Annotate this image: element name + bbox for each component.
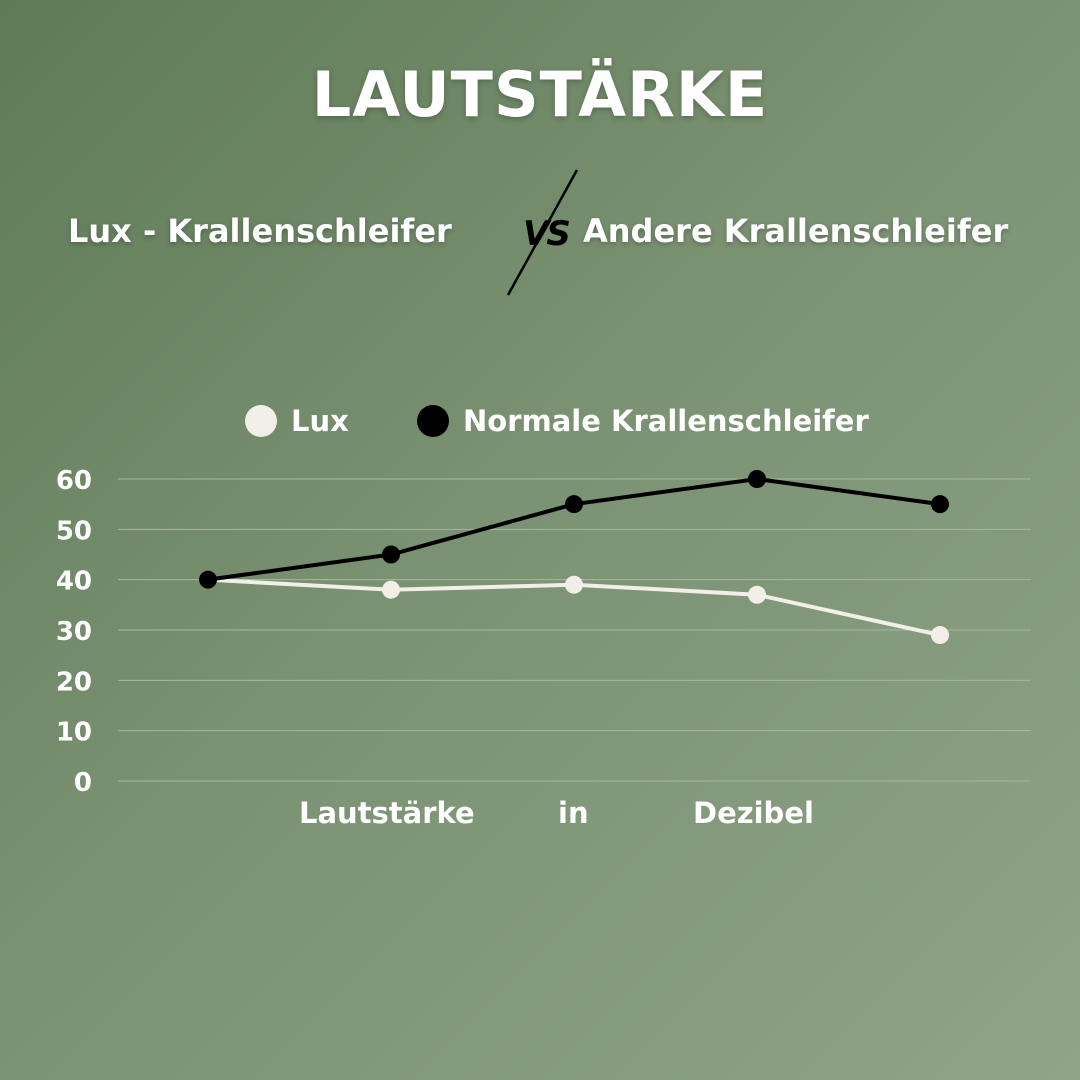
data-point-lux <box>931 626 949 645</box>
legend-swatch-normal <box>417 405 449 437</box>
data-point-normal <box>199 570 217 589</box>
y-tick-label: 30 <box>56 617 92 647</box>
x-label-word-3: Dezibel <box>693 796 814 830</box>
legend-label-lux: Lux <box>291 404 349 438</box>
vs-slash-icon <box>506 169 579 296</box>
data-point-normal <box>565 495 583 514</box>
data-point-normal <box>931 495 949 514</box>
legend-item-lux: Lux <box>245 404 349 438</box>
data-point-lux <box>382 580 400 599</box>
legend-label-normal: Normale Krallenschleifer <box>463 404 869 438</box>
data-point-normal <box>748 470 766 488</box>
vs-text: VS <box>523 214 571 254</box>
y-tick-label: 20 <box>56 667 92 697</box>
data-point-lux <box>565 575 583 594</box>
y-tick-label: 50 <box>56 516 92 546</box>
x-label-word-1: Lautstärke <box>299 796 475 830</box>
y-tick-label: 10 <box>56 718 92 748</box>
right-label: Andere Krallenschleifer <box>583 212 1009 250</box>
legend-swatch-lux <box>245 405 277 437</box>
x-label-word-2: in <box>558 796 589 830</box>
data-point-normal <box>382 545 400 564</box>
vs-logo: VS <box>505 168 585 298</box>
y-tick-label: 60 <box>56 466 92 496</box>
page-title: LAUTSTÄRKE <box>311 58 769 131</box>
left-label: Lux - Krallenschleifer <box>68 212 452 250</box>
legend-item-normal: Normale Krallenschleifer <box>417 404 869 438</box>
y-tick-label: 0 <box>74 768 92 798</box>
y-tick-label: 40 <box>56 567 92 597</box>
data-point-lux <box>748 585 766 604</box>
